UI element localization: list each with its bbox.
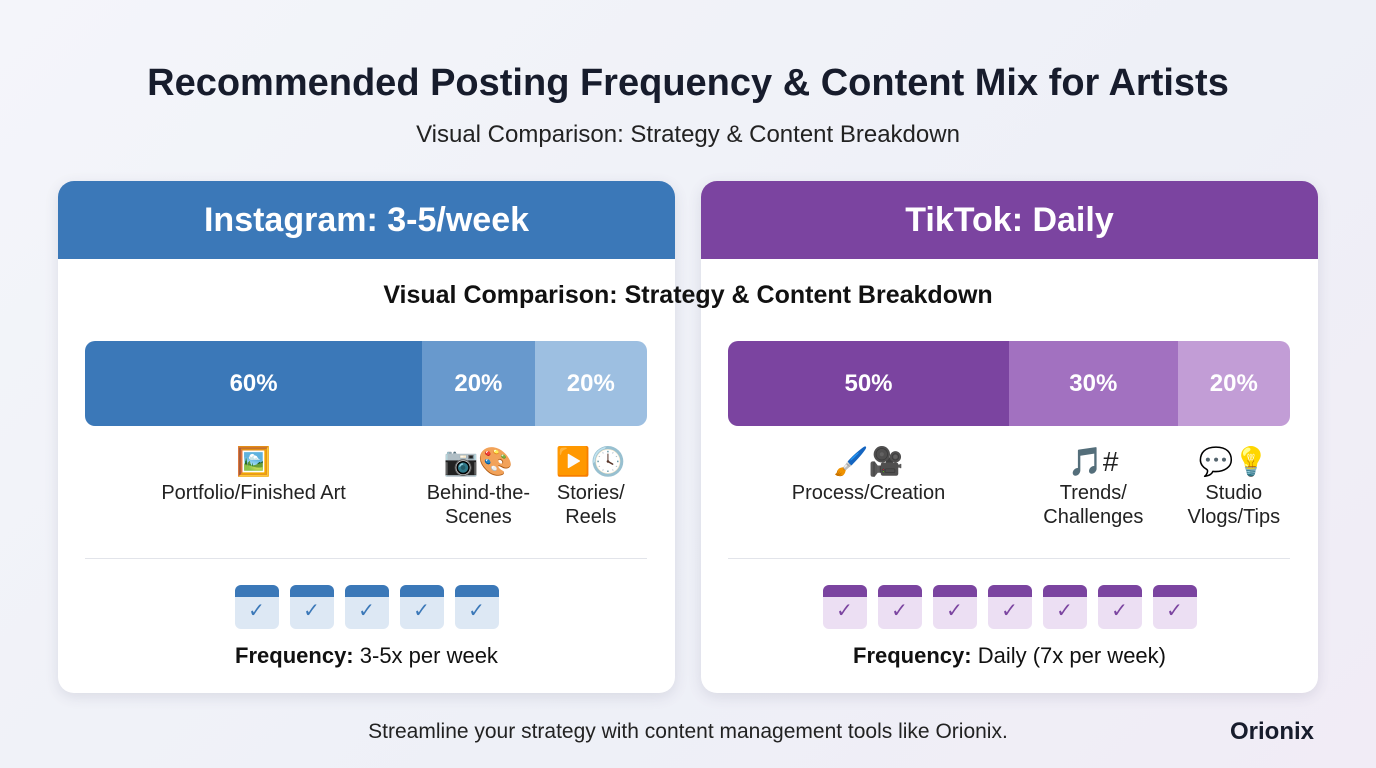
- check-icon: ✓: [358, 600, 375, 622]
- check-icon: ✓: [1111, 600, 1128, 622]
- calendar-top: [987, 585, 1032, 597]
- calendar-check-icon: ✓: [1152, 585, 1197, 629]
- tiktok-stacked-bar: 50% 30% 20%: [728, 341, 1290, 426]
- tiktok-segment-value-label: 20%: [1209, 369, 1258, 397]
- comparison-subtitle: Visual Comparison: Strategy & Content Br…: [383, 281, 993, 309]
- instagram-frequency: Frequency: 3-5x per week: [58, 643, 675, 669]
- instagram-frequency-label: Frequency:: [235, 643, 354, 668]
- tiktok-segment-3: 20%: [1177, 341, 1290, 426]
- instagram-segment-3: 20%: [534, 341, 647, 426]
- instagram-category-icon: ▶️🕓: [555, 446, 626, 477]
- tiktok-category-label: 💬💡 Studio Vlogs/Tips: [1187, 445, 1280, 529]
- footer-text: Streamline your strategy with content ma…: [368, 720, 1008, 743]
- check-icon: ✓: [1056, 600, 1073, 622]
- calendar-top: [1152, 585, 1197, 597]
- calendar-check-icon: ✓: [234, 585, 279, 629]
- instagram-frequency-value: 3-5x per week: [353, 643, 498, 668]
- instagram-category-text: Portfolio/Finished Art: [161, 482, 346, 504]
- tiktok-segment-value-label: 50%: [844, 369, 893, 397]
- calendar-check-icon: ✓: [822, 585, 867, 629]
- instagram-category-label: 📷🎨 Behind-the- Scenes: [427, 445, 530, 529]
- calendar-top: [344, 585, 389, 597]
- instagram-divider: [85, 558, 647, 559]
- calendar-top: [932, 585, 977, 597]
- tiktok-category-label: 🖌️🎥 Process/Creation: [792, 445, 945, 505]
- tiktok-divider: [728, 558, 1290, 559]
- check-icon: ✓: [468, 600, 485, 622]
- instagram-category-icon: 📷🎨: [443, 446, 514, 477]
- instagram-segment-value-label: 60%: [229, 369, 278, 397]
- calendar-top: [1097, 585, 1142, 597]
- calendar-top: [289, 585, 334, 597]
- calendar-top: [877, 585, 922, 597]
- tiktok-category-icon: 🖌️🎥: [833, 446, 904, 477]
- calendar-check-icon: ✓: [932, 585, 977, 629]
- instagram-segment-1: 60%: [85, 341, 423, 426]
- instagram-calendar-row: ✓ ✓ ✓ ✓ ✓: [58, 585, 675, 629]
- tiktok-frequency-label: Frequency:: [853, 643, 972, 668]
- instagram-category-label: 🖼️ Portfolio/Finished Art: [161, 445, 346, 505]
- calendar-check-icon: ✓: [454, 585, 499, 629]
- calendar-check-icon: ✓: [399, 585, 444, 629]
- check-icon: ✓: [946, 600, 963, 622]
- tiktok-calendar-row: ✓ ✓ ✓ ✓ ✓ ✓ ✓: [701, 585, 1318, 629]
- calendar-check-icon: ✓: [987, 585, 1032, 629]
- tiktok-category-label: 🎵# Trends/Challenges: [1043, 445, 1143, 529]
- instagram-segment-value-label: 20%: [454, 369, 503, 397]
- check-icon: ✓: [248, 600, 265, 622]
- calendar-top: [454, 585, 499, 597]
- page-subtitle: Visual Comparison: Strategy & Content Br…: [416, 121, 960, 148]
- instagram-category-label: ▶️🕓 Stories/Reels: [556, 445, 626, 529]
- calendar-check-icon: ✓: [289, 585, 334, 629]
- orionix-logo: Orionix: [1230, 718, 1315, 745]
- tiktok-segment-2: 30%: [1009, 341, 1178, 426]
- tiktok-segment-value-label: 30%: [1069, 369, 1118, 397]
- instagram-segment-2: 20%: [422, 341, 535, 426]
- tiktok-category-icon: 💬💡: [1198, 446, 1269, 477]
- calendar-top: [399, 585, 444, 597]
- page-title: Recommended Posting Frequency & Content …: [147, 62, 1229, 104]
- tiktok-frequency: Frequency: Daily (7x per week): [701, 643, 1318, 669]
- calendar-check-icon: ✓: [1097, 585, 1142, 629]
- calendar-check-icon: ✓: [1042, 585, 1087, 629]
- instagram-category-text: Stories/Reels: [556, 482, 625, 528]
- tiktok-header: TikTok: Daily: [701, 181, 1318, 259]
- tiktok-category-text: Studio Vlogs/Tips: [1187, 482, 1281, 528]
- check-icon: ✓: [891, 600, 908, 622]
- calendar-top: [234, 585, 279, 597]
- check-icon: ✓: [303, 600, 320, 622]
- tiktok-segment-1: 50%: [728, 341, 1009, 426]
- tiktok-category-icon: 🎵#: [1068, 446, 1119, 477]
- calendar-check-icon: ✓: [344, 585, 389, 629]
- instagram-stacked-bar: 60% 20% 20%: [85, 341, 647, 426]
- check-icon: ✓: [836, 600, 853, 622]
- instagram-category-icon: 🖼️: [236, 446, 272, 477]
- instagram-card: Instagram: 3-5/week 60% 20% 20% 🖼️ Portfolio…: [58, 181, 675, 693]
- tiktok-card: TikTok: Daily 50% 30% 20% 🖌️🎥 Process/Creati…: [701, 181, 1318, 693]
- tiktok-category-text: Trends/Challenges: [1043, 482, 1144, 528]
- calendar-top: [822, 585, 867, 597]
- instagram-category-text: Behind-the- Scenes: [426, 482, 531, 528]
- calendar-check-icon: ✓: [877, 585, 922, 629]
- instagram-segment-value-label: 20%: [566, 369, 615, 397]
- check-icon: ✓: [1166, 600, 1183, 622]
- calendar-top: [1042, 585, 1087, 597]
- check-icon: ✓: [413, 600, 430, 622]
- tiktok-frequency-value: Daily (7x per week): [971, 643, 1166, 668]
- instagram-header: Instagram: 3-5/week: [58, 181, 675, 259]
- tiktok-category-text: Process/Creation: [791, 482, 946, 504]
- check-icon: ✓: [1001, 600, 1018, 622]
